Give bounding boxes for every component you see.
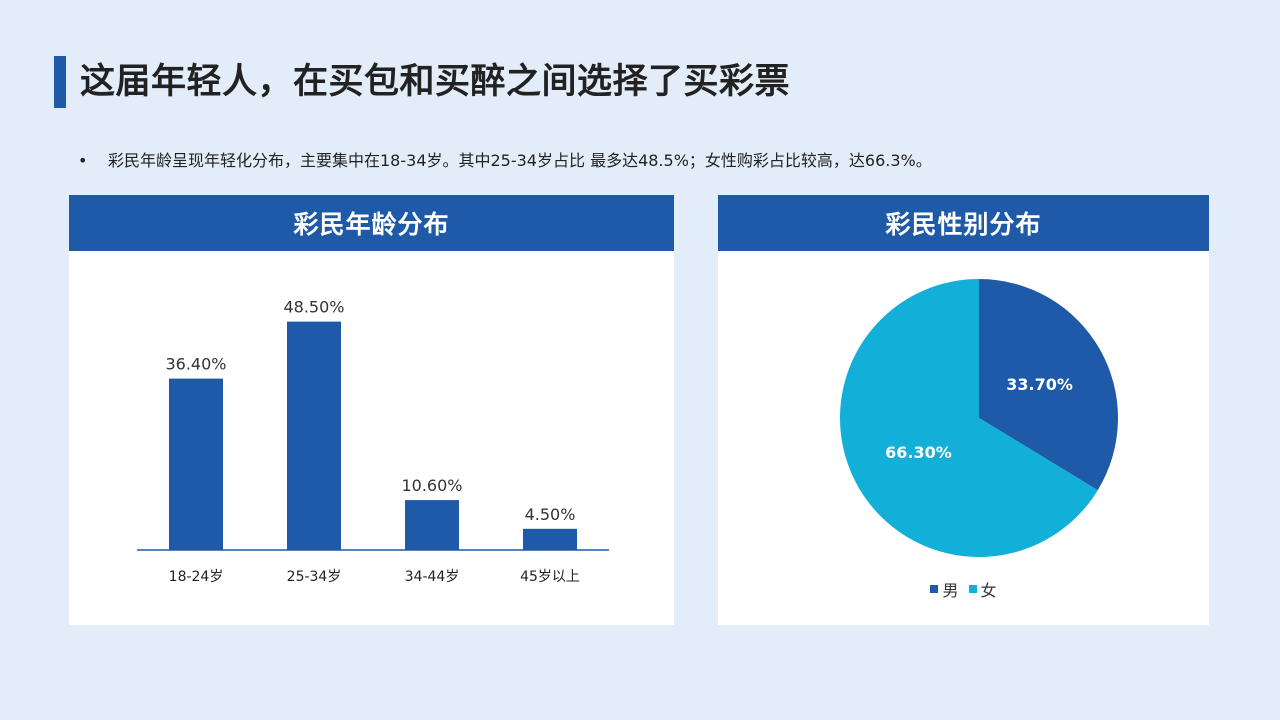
bar-2	[287, 321, 341, 550]
bar-value-label: 36.40%	[165, 355, 226, 374]
bar-value-label: 10.60%	[401, 476, 462, 495]
gender-distribution-panel: 彩民性别分布 33.70% 66.30% 男女	[718, 195, 1209, 625]
gender-chart-title: 彩民性别分布	[718, 195, 1209, 251]
bullet-icon: •	[78, 151, 88, 170]
legend-label: 女	[980, 581, 997, 600]
legend-label: 男	[942, 581, 959, 600]
pie-slice-1	[979, 279, 1118, 491]
bar-4	[523, 528, 577, 550]
x-tick-label: 34-44岁	[405, 569, 460, 585]
x-tick-label: 45岁以上	[520, 569, 580, 585]
legend-swatch	[930, 585, 939, 593]
age-chart-title: 彩民年龄分布	[69, 195, 674, 251]
x-tick-label: 25-34岁	[287, 569, 342, 585]
pie-value-label: 33.70%	[1006, 375, 1073, 394]
age-distribution-panel: 彩民年龄分布 36.40% 18-24岁 48.50% 25-34岁 10.60% 34-…	[69, 195, 674, 625]
bar-value-label: 4.50%	[525, 505, 576, 524]
summary-text: 彩民年龄呈现年轻化分布，主要集中在18-34岁。其中25-34岁占比 最多达48…	[108, 151, 932, 170]
pie-slice-2	[840, 279, 1098, 557]
pie-legend: 男女	[718, 577, 1209, 601]
age-bar-chart: 36.40% 18-24岁 48.50% 25-34岁 10.60% 34-44岁 4.50…	[137, 298, 609, 585]
gender-pie-chart: 33.70% 66.30%	[840, 279, 1118, 557]
title-accent-bar	[54, 56, 66, 108]
legend-swatch	[968, 585, 977, 593]
bar-value-label: 48.50%	[283, 298, 344, 317]
summary-bullet: • 彩民年龄呈现年轻化分布，主要集中在18-34岁。其中25-34岁占比 最多达…	[78, 150, 932, 172]
legend-item: 男	[930, 577, 959, 601]
bar-3	[405, 500, 459, 550]
pie-value-label: 66.30%	[885, 443, 952, 462]
legend-item: 女	[968, 577, 997, 601]
x-tick-label: 18-24岁	[169, 569, 224, 585]
bar-1	[169, 378, 223, 550]
page-title: 这届年轻人，在买包和买醉之间选择了买彩票	[80, 62, 791, 102]
